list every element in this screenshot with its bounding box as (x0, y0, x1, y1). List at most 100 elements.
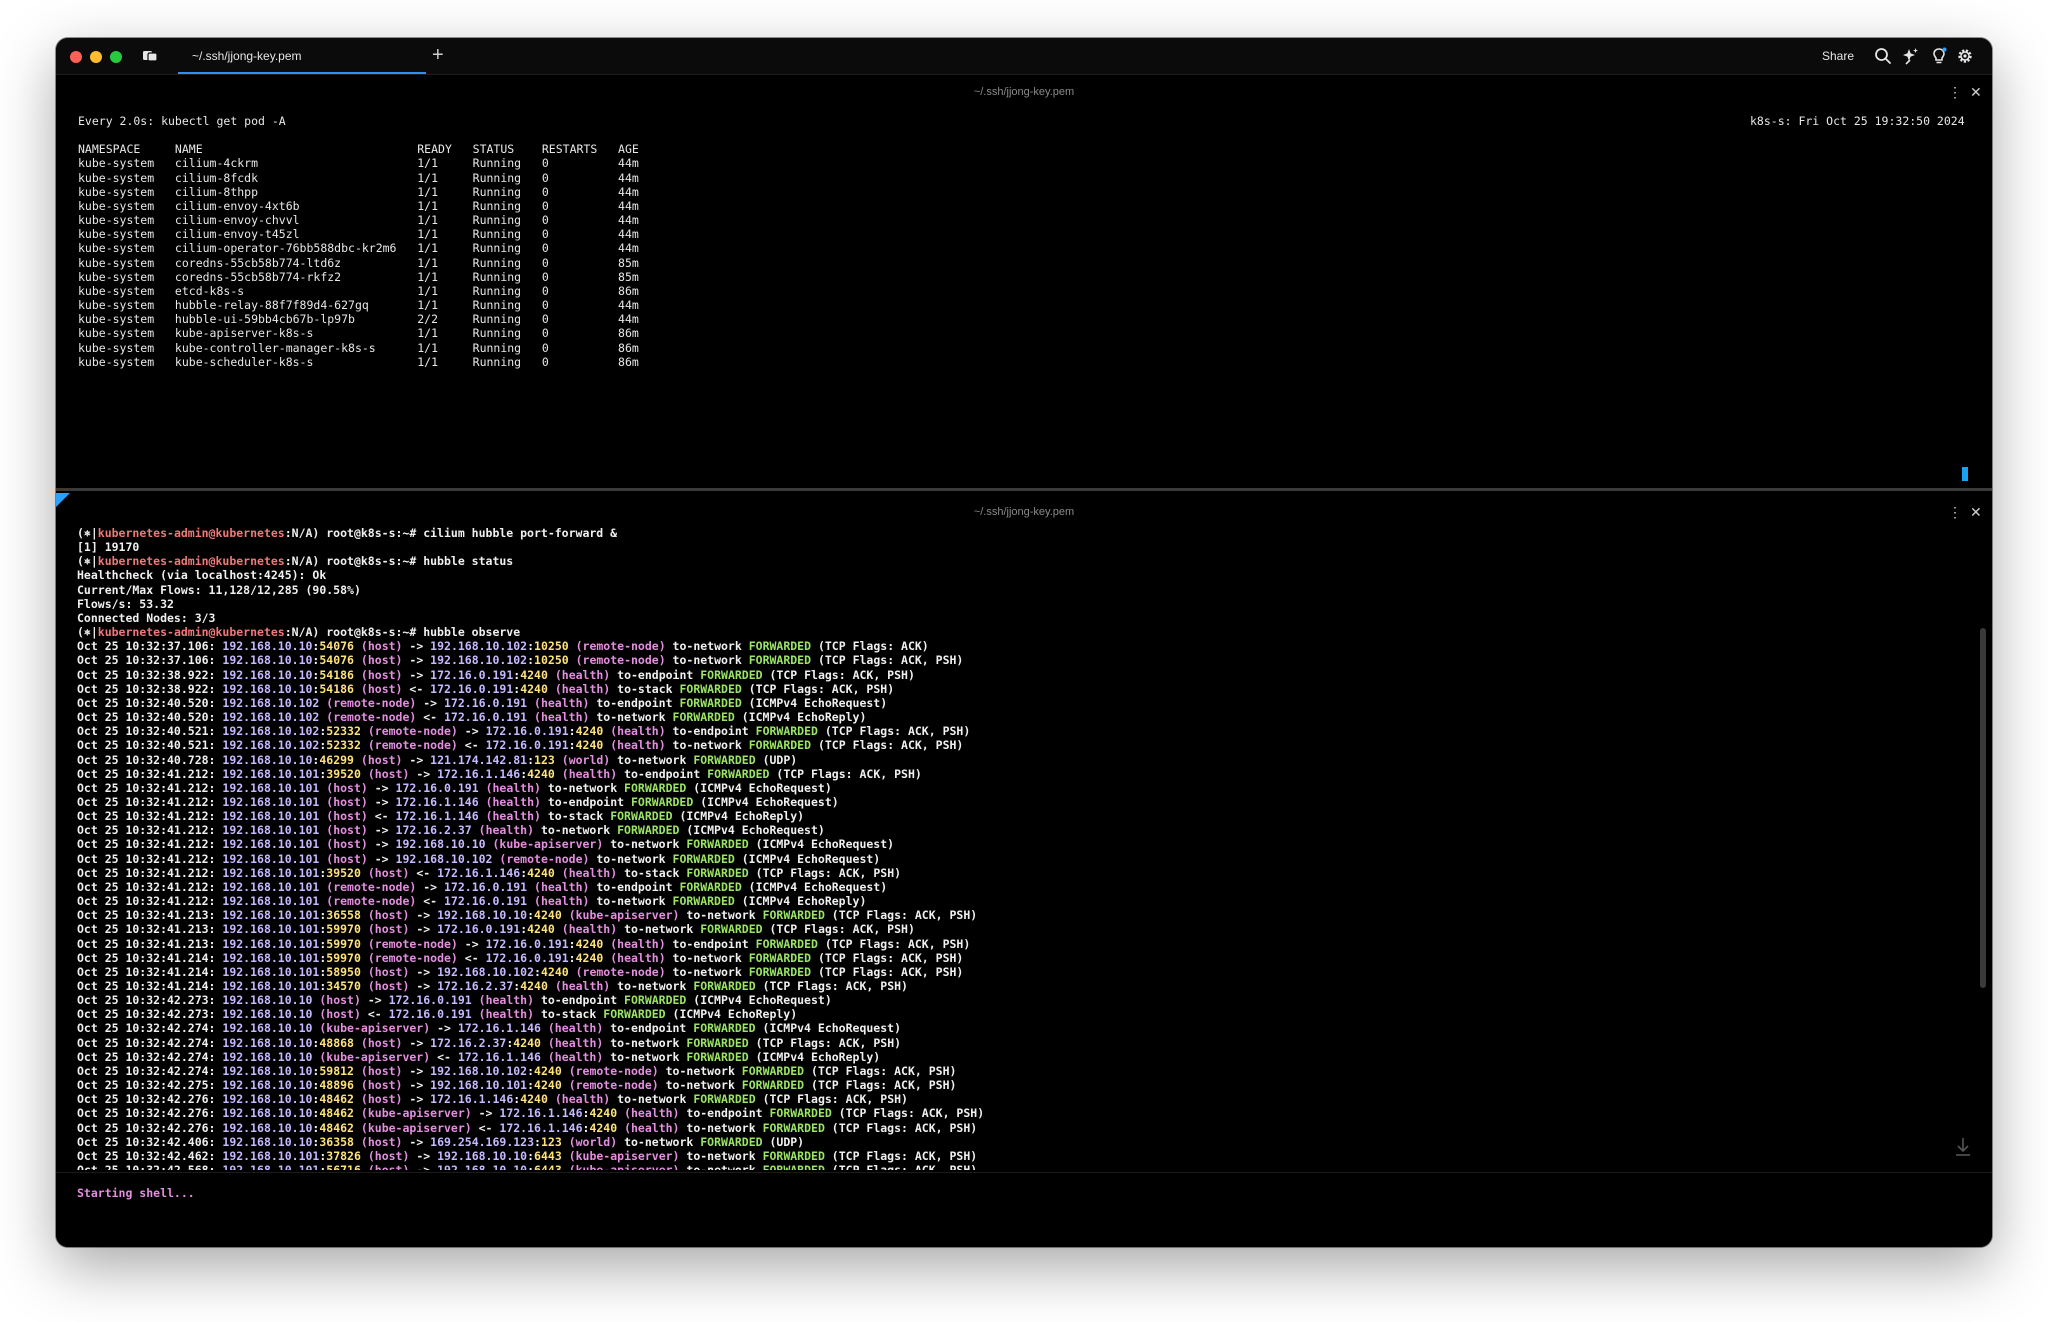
flow-sep: : (513, 1092, 521, 1107)
flow-sep: : (312, 681, 320, 696)
flow-sep: : (319, 1148, 327, 1163)
flow-dst-label: (health) (478, 1007, 535, 1022)
flow-dst-label: (health) (624, 1120, 680, 1135)
flow-src-ip: 192.168.10.101 (222, 922, 320, 937)
flow-src-port: 59812 (319, 1063, 354, 1078)
zoom-window-button[interactable] (110, 51, 122, 63)
flow-timestamp: Oct 25 10:32:40.521: (77, 738, 223, 753)
flow-src-ip: 192.168.10.101 (222, 794, 320, 809)
search-icon[interactable] (1874, 47, 1892, 65)
new-tab-button[interactable]: + (432, 44, 444, 66)
bottom-pane-output[interactable]: (⎈|kubernetes-admin@kubernetes:N/A) root… (77, 526, 984, 1170)
flow-protocol: (UDP) (762, 1134, 805, 1149)
flow-dst-port: 4240 (527, 766, 555, 781)
flow-type: to-network (610, 1092, 694, 1107)
ai-sparkle-icon[interactable] (1902, 47, 1920, 65)
flow-protocol: (ICMPv4 EchoReply) (672, 809, 805, 824)
flow-timestamp: Oct 25 10:32:42.462: (77, 1148, 223, 1163)
flow-src-label: (host) (360, 1134, 403, 1149)
flow-direction: -> (402, 1063, 431, 1078)
flow-protocol: (TCP Flags: ACK, PSH) (811, 738, 964, 753)
minimize-window-button[interactable] (90, 51, 102, 63)
flow-protocol: (ICMPv4 EchoReply) (734, 710, 867, 725)
flow-type: to-network (603, 1035, 687, 1050)
flow-direction: -> (402, 1035, 431, 1050)
flow-protocol: (TCP Flags: ACK, PSH) (831, 1106, 985, 1121)
flow-type: to-network (589, 710, 673, 725)
share-button[interactable]: Share (1822, 49, 1855, 63)
status-line: Flows/s: 53.32 (77, 596, 174, 611)
scroll-to-bottom-icon[interactable] (1954, 1136, 1972, 1158)
flow-src-port: 48462 (319, 1120, 354, 1135)
flow-src-label: (host) (319, 993, 361, 1008)
flow-src-label: (host) (367, 908, 410, 923)
flow-verdict: FORWARDED (624, 780, 687, 795)
flow-protocol: (TCP Flags: ACK, PSH) (748, 1035, 902, 1050)
flow-direction: -> (471, 1106, 500, 1121)
flow-sep: : (312, 1035, 320, 1050)
table-row: kube-system hubble-ui-59bb4cb67b-lp97b 2… (78, 312, 639, 327)
flow-src-label: (kube-apiserver) (360, 1120, 472, 1135)
flow-src-port: 37826 (326, 1148, 361, 1163)
flow-src-ip: 192.168.10.102 (222, 695, 320, 710)
flow-dst-label: (remote-node) (575, 964, 666, 979)
lightbulb-icon[interactable] (1930, 47, 1948, 65)
kube-context: kubernetes-admin@kubernetes (97, 625, 285, 640)
flow-timestamp: Oct 25 10:32:42.276: (77, 1106, 223, 1121)
close-window-button[interactable] (70, 51, 82, 63)
flow-verdict: FORWARDED (762, 1148, 825, 1163)
flow-sep: : (506, 1035, 514, 1050)
bottom-pane-close-button[interactable]: ✕ (1970, 504, 1982, 520)
flow-dst-port: 4240 (527, 865, 555, 880)
top-pane-menu-button[interactable]: ⋮ (1948, 84, 1962, 100)
pane-divider[interactable] (56, 488, 1992, 491)
flow-sep: : (319, 922, 327, 937)
flow-dst-ip: 172.16.2.37 (430, 1035, 507, 1050)
flow-protocol: (TCP Flags: ACK, PSH) (811, 950, 964, 965)
scrollbar[interactable] (1980, 628, 1986, 988)
flow-dst-ip: 172.16.0.191 (444, 695, 528, 710)
flow-src-label: (host) (367, 1148, 410, 1163)
sidebar-tabs-icon[interactable] (142, 48, 158, 64)
flow-type: to-endpoint (665, 724, 756, 739)
flow-src-ip: 192.168.10.101 (222, 809, 320, 824)
flow-type: to-network (610, 979, 694, 993)
table-row: kube-system cilium-operator-76bb588dbc-k… (78, 241, 639, 256)
flow-verdict: FORWARDED (679, 879, 742, 894)
top-pane-close-button[interactable]: ✕ (1970, 84, 1982, 100)
flow-timestamp: Oct 25 10:32:42.274: (77, 1063, 223, 1078)
tab-ssh-session[interactable]: ~/.ssh/jjong-key.pem (178, 38, 426, 74)
flow-verdict: FORWARDED (624, 993, 687, 1008)
flow-type: to-network (665, 950, 749, 965)
flow-timestamp: Oct 25 10:32:40.520: (77, 695, 223, 710)
flow-protocol: (TCP Flags: ACK, PSH) (741, 681, 895, 696)
flow-sep: : (520, 865, 528, 880)
flow-direction: -> (409, 979, 438, 993)
flow-direction: -> (402, 653, 431, 668)
flow-direction: -> (457, 936, 486, 951)
flow-sep: : (568, 738, 576, 753)
flow-verdict: FORWARDED (672, 851, 735, 866)
flow-timestamp: Oct 25 10:32:41.212: (77, 837, 223, 852)
flow-src-ip: 192.168.10.10 (222, 639, 313, 654)
flow-src-label: (host) (319, 1007, 361, 1022)
flow-protocol: (ICMPv4 EchoReply) (665, 1007, 798, 1022)
settings-gear-icon[interactable] (1956, 47, 1974, 65)
flow-src-label: (host) (326, 823, 368, 838)
flow-src-label: (host) (367, 766, 410, 781)
flow-dst-label: (remote-node) (575, 653, 666, 668)
flow-type: to-endpoint (679, 1106, 770, 1121)
bottom-pane-menu-button[interactable]: ⋮ (1948, 504, 1962, 520)
flow-sep: : (312, 667, 320, 682)
flow-dst-label: (health) (547, 1035, 604, 1050)
flow-dst-label: (world) (561, 752, 611, 767)
flow-sep: : (527, 639, 535, 654)
flow-sep: : (312, 1134, 320, 1149)
flow-src-ip: 192.168.10.10 (222, 1007, 313, 1022)
flow-src-label: (host) (360, 1063, 403, 1078)
bottom-pane-viewport[interactable]: (⎈|kubernetes-admin@kubernetes:N/A) root… (56, 526, 1992, 1170)
flow-sep: : (319, 936, 327, 951)
flow-type: to-network (679, 908, 763, 923)
flow-src-label: (host) (367, 979, 410, 993)
top-pane-output[interactable]: Every 2.0s: kubectl get pod -A NAMESPACE… (78, 114, 639, 369)
